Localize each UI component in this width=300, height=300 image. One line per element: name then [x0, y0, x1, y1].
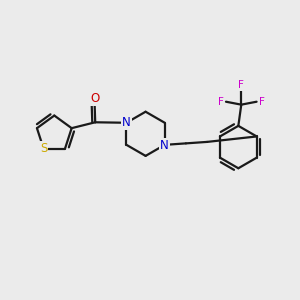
Text: F: F	[218, 97, 224, 107]
Text: F: F	[238, 80, 244, 90]
Text: O: O	[90, 92, 99, 105]
Text: N: N	[160, 139, 169, 152]
Text: N: N	[122, 116, 131, 129]
Text: F: F	[259, 97, 265, 107]
Text: S: S	[40, 142, 47, 155]
